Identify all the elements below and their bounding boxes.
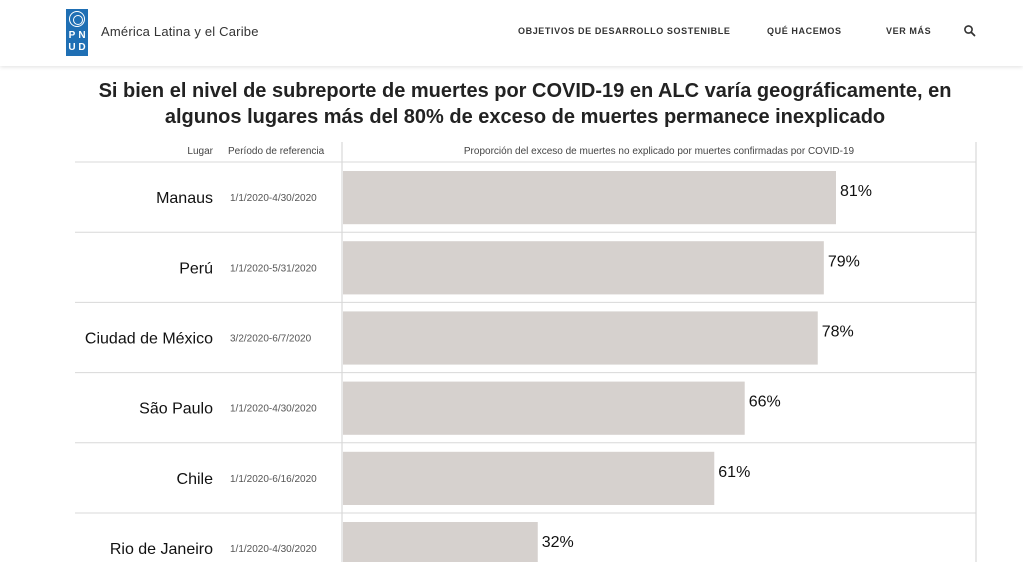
site-header: P N U D América Latina y el Caribe OBJET… <box>0 0 1023 66</box>
bar <box>343 381 745 435</box>
place-label: Chile <box>177 471 214 488</box>
nav-que-hacemos[interactable]: QUÉ HACEMOS <box>767 26 842 36</box>
value-label: 32% <box>542 534 574 551</box>
period-label: 3/2/2020-6/7/2020 <box>230 334 312 345</box>
place-label: Manaus <box>156 190 213 207</box>
period-label: 1/1/2020-5/31/2020 <box>230 263 317 274</box>
period-label: 1/1/2020-4/30/2020 <box>230 404 317 415</box>
value-label: 81% <box>840 183 872 200</box>
un-emblem-icon <box>69 11 85 27</box>
undp-logo[interactable]: P N U D <box>66 9 88 56</box>
col-header-period: Período de referencia <box>228 146 325 157</box>
value-label: 78% <box>822 324 854 341</box>
brand-name[interactable]: América Latina y el Caribe <box>101 24 259 39</box>
period-label: 1/1/2020-6/16/2020 <box>230 474 317 485</box>
value-label: 79% <box>828 253 860 270</box>
bar <box>343 171 836 225</box>
bar <box>343 241 824 295</box>
place-label: Ciudad de México <box>85 331 213 348</box>
chart-title: Si bien el nivel de subreporte de muerte… <box>98 80 952 128</box>
nav-ver-mas[interactable]: VER MÁS <box>886 26 932 36</box>
col-header-value: Proporción del exceso de muertes no expl… <box>464 146 855 157</box>
value-label: 66% <box>749 394 781 411</box>
bar <box>343 311 818 365</box>
place-label: Perú <box>179 260 213 277</box>
period-label: 1/1/2020-4/30/2020 <box>230 193 317 204</box>
bar <box>343 522 538 562</box>
col-header-place: Lugar <box>187 146 213 157</box>
value-label: 61% <box>718 464 750 481</box>
place-label: Rio de Janeiro <box>110 541 213 558</box>
period-label: 1/1/2020-4/30/2020 <box>230 544 317 555</box>
logo-letters: P N U D <box>68 30 86 53</box>
place-label: São Paulo <box>139 401 213 418</box>
nav-objetivos[interactable]: OBJETIVOS DE DESARROLLO SOSTENIBLE <box>518 26 731 36</box>
bar <box>343 451 715 505</box>
chart-container: Si bien el nivel de subreporte de muerte… <box>0 66 1023 562</box>
bar-chart: Lugar Período de referencia Proporción d… <box>75 142 977 562</box>
search-icon[interactable] <box>963 24 977 38</box>
